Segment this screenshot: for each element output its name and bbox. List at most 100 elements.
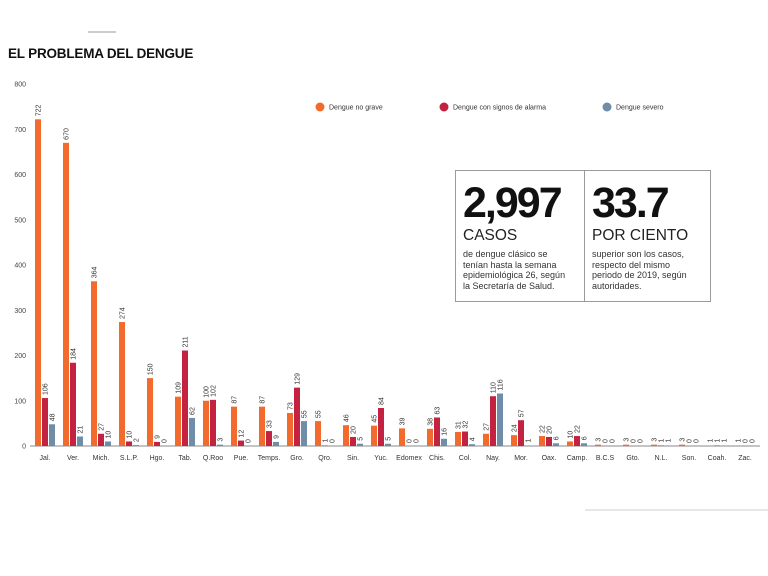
x-category-label: Coah. [708, 455, 727, 462]
bar-signos-alarma [434, 417, 440, 446]
bar-value-label: 46 [344, 414, 351, 422]
bar-signos-alarma [210, 399, 216, 446]
x-category-label: Gro. [290, 455, 304, 462]
bar-no-grave [399, 428, 405, 446]
x-category-label: Zac. [738, 455, 752, 462]
bar-value-label: 1 [659, 439, 666, 443]
bar-value-label: 27 [484, 423, 491, 431]
bar-value-label: 670 [64, 128, 71, 140]
bar-no-grave [511, 435, 517, 446]
bar-value-label: 63 [435, 407, 442, 415]
bar-value-label: 1 [526, 439, 533, 443]
bar-value-label: 21 [78, 426, 85, 434]
bar-value-label: 5 [358, 437, 365, 441]
bar-signos-alarma [98, 433, 104, 446]
bar-value-label: 10 [127, 431, 134, 439]
description-line: epidemiológica 26, según [463, 270, 566, 280]
bar-value-label: 150 [148, 363, 155, 375]
bar-value-label: 722 [36, 105, 43, 117]
bar-no-grave [371, 425, 377, 446]
bar-severo [553, 443, 559, 446]
bar-severo [469, 444, 475, 446]
bar-no-grave [287, 412, 293, 446]
description-line: tenían hasta la semana [463, 259, 557, 270]
y-tick-label: 0 [22, 444, 26, 451]
bar-value-label: 38 [428, 418, 435, 426]
bar-severo [105, 441, 111, 446]
x-category-label: S.L.P. [120, 455, 138, 462]
bar-value-label: 1 [323, 439, 330, 443]
bar-value-label: 55 [302, 410, 309, 418]
bar-severo [385, 443, 391, 446]
bar-value-label: 1 [736, 439, 743, 443]
bar-severo [357, 443, 363, 446]
bar-no-grave [651, 444, 657, 446]
bar-value-label: 1 [715, 439, 722, 443]
bar-value-label: 22 [575, 425, 582, 433]
y-tick-label: 100 [14, 398, 26, 405]
bar-no-grave [119, 322, 125, 446]
bar-value-label: 39 [400, 417, 407, 425]
bar-value-label: 87 [260, 396, 267, 404]
y-tick-label: 600 [14, 172, 26, 179]
bar-signos-alarma [126, 441, 132, 446]
bar-severo [301, 421, 307, 446]
bar-severo [133, 445, 139, 446]
x-category-label: Qro. [318, 455, 332, 462]
bar-value-label: 3 [218, 438, 225, 442]
bar-no-grave [231, 406, 237, 446]
x-category-label: Ver. [67, 455, 79, 462]
bar-value-label: 10 [568, 431, 575, 439]
description-line: la Secretaría de Salud. [463, 280, 555, 291]
bar-value-label: 106 [43, 383, 50, 395]
bar-no-grave [679, 444, 685, 446]
bar-value-label: 0 [414, 439, 421, 443]
x-category-label: Oax. [542, 455, 557, 462]
bar-value-label: 2 [134, 438, 141, 442]
y-tick-label: 500 [14, 217, 26, 224]
bar-value-label: 110 [491, 382, 498, 393]
bar-severo [441, 438, 447, 446]
legend-label: Dengue no grave [329, 105, 383, 112]
bar-signos-alarma [182, 350, 188, 446]
highlight-percent-description: superior son los casos, respecto del mis… [592, 249, 710, 291]
bar-value-label: 0 [694, 439, 701, 443]
bar-severo [273, 441, 279, 446]
bar-no-grave [259, 406, 265, 446]
bar-no-grave [427, 428, 433, 446]
legend-swatch [439, 102, 449, 112]
bar-signos-alarma [42, 398, 48, 446]
bar-value-label: 0 [162, 439, 169, 443]
bar-no-grave [63, 142, 69, 446]
bar-no-grave [595, 444, 601, 446]
bar-signos-alarma [518, 420, 524, 446]
highlight-box: 2,997 CASOS de dengue clásico se tenían … [455, 170, 711, 302]
highlight-cases-unit: CASOS [463, 227, 518, 244]
bar-value-label: 20 [547, 426, 554, 434]
bar-value-label: 20 [351, 426, 358, 434]
bar-signos-alarma [574, 436, 580, 446]
bar-value-label: 0 [687, 439, 694, 443]
bar-no-grave [315, 421, 321, 446]
bar-value-label: 32 [463, 421, 470, 429]
bar-severo [217, 444, 223, 446]
bar-value-label: 27 [99, 423, 106, 431]
y-tick-label: 700 [14, 127, 26, 134]
highlight-cases-value: 2,997 [463, 179, 563, 227]
x-category-label: Gto. [626, 455, 639, 462]
x-category-label: Col. [459, 455, 472, 462]
highlight-percent-value: 33.7 [592, 179, 670, 227]
x-category-label: Jal. [40, 455, 51, 462]
bar-value-label: 3 [596, 438, 603, 442]
highlight-percent: 33.7 POR CIENTO superior son los casos, … [584, 171, 710, 301]
bar-value-label: 1 [722, 439, 729, 443]
description-line: autoridades. [592, 280, 642, 291]
bar-signos-alarma [462, 431, 468, 446]
bar-value-label: 129 [295, 373, 302, 385]
x-category-label: Hgo. [150, 455, 165, 462]
bar-no-grave [539, 436, 545, 446]
bar-value-label: 1 [708, 439, 715, 443]
highlight-cases-description: de dengue clásico se tenían hasta la sem… [463, 249, 584, 291]
bar-value-label: 9 [274, 435, 281, 439]
description-line: respecto del mismo [592, 259, 671, 270]
